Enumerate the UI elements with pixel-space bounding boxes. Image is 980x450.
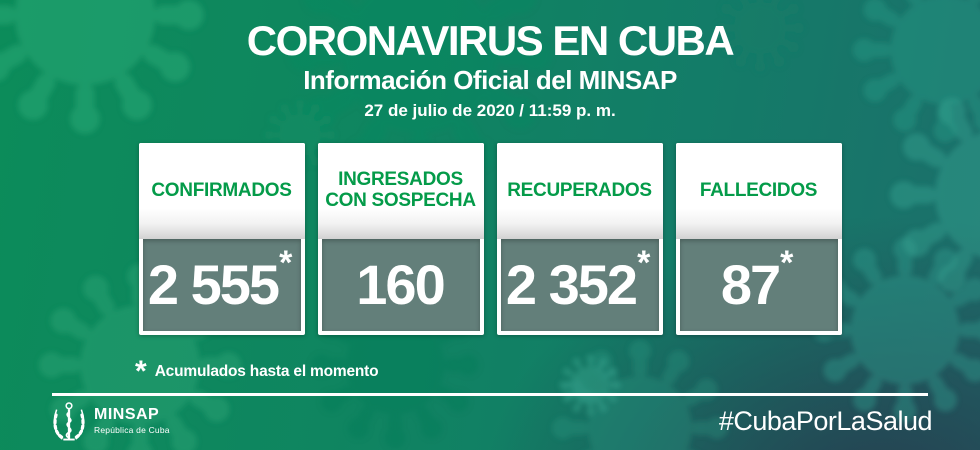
stat-card-recuperados: RECUPERADOS 2 352 * <box>496 143 663 335</box>
stat-value: 87 <box>720 253 781 316</box>
stat-card-ingresados: INGRESADOS CON SOSPECHA 160 <box>317 143 484 335</box>
stat-card-fallecidos: FALLECIDOS 87 * <box>675 143 842 335</box>
report-date: 27 de julio de 2020 / 11:59 p. m. <box>364 101 616 120</box>
logo-text: MINSAP República de Cuba <box>94 406 170 436</box>
page-title: CORONAVIRUS EN CUBA <box>246 17 735 64</box>
stat-value: 2 352 <box>505 253 638 316</box>
asterisk-mark: * <box>637 243 651 282</box>
stat-value-box: 2 352 * <box>500 239 659 331</box>
header: CORONAVIRUS EN CUBA Información Oficial … <box>0 0 980 121</box>
campaign-hashtag: #CubaPorLaSalud <box>718 406 933 436</box>
footnote-text: Acumulados hasta el momento <box>154 363 379 380</box>
footer-divider <box>52 393 928 396</box>
asterisk-mark: * <box>780 243 794 282</box>
asterisk-mark: * <box>279 243 293 282</box>
stat-label: RECUPERADOS <box>496 143 663 239</box>
stat-value: 2 555 <box>147 253 280 316</box>
stat-label: CONFIRMADOS <box>138 143 305 239</box>
logo-title: MINSAP <box>94 406 160 423</box>
stat-value-box: 160 <box>321 239 480 331</box>
footnote: * Acumulados hasta el momento <box>135 355 379 388</box>
stat-label: INGRESADOS CON SOSPECHA <box>317 143 484 239</box>
stat-value: 160 <box>356 253 445 316</box>
page-subtitle: Información Oficial del MINSAP <box>303 65 677 95</box>
logo-subtitle: República de Cuba <box>94 425 170 435</box>
stat-value-box: 2 555 * <box>142 239 301 331</box>
stats-card-row: CONFIRMADOS 2 555 * INGRESADOS CON SOSPEC… <box>0 143 980 335</box>
stat-label: FALLECIDOS <box>675 143 842 239</box>
stat-value-box: 87 * <box>679 239 838 331</box>
minsap-emblem-icon <box>53 402 85 441</box>
stat-card-confirmados: CONFIRMADOS 2 555 * <box>138 143 305 335</box>
footnote-asterisk: * <box>135 355 147 388</box>
minsap-logo: MINSAP República de Cuba <box>50 400 170 442</box>
